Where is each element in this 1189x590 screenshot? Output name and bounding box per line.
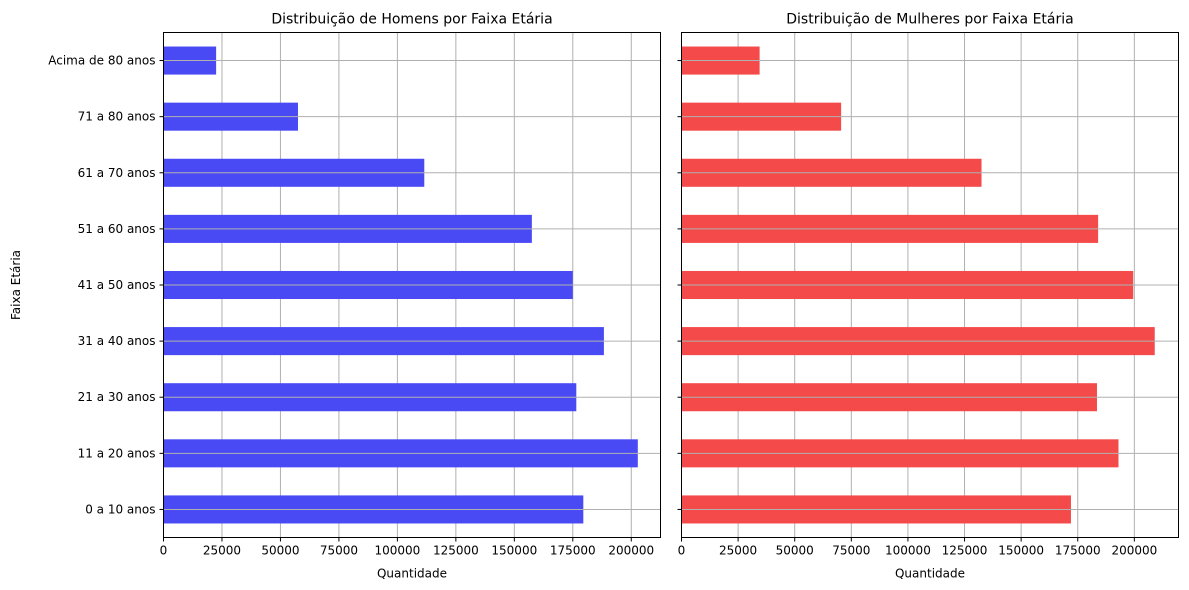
x-tick-label: 25000 bbox=[719, 544, 757, 558]
x-tick-label: 75000 bbox=[832, 544, 870, 558]
x-tick-label: 200000 bbox=[1111, 544, 1157, 558]
x-tick-label: 100000 bbox=[885, 544, 931, 558]
chart-title: Distribuição de Homens por Faixa Etária bbox=[271, 12, 552, 28]
y-tick-label: 11 a 20 anos bbox=[78, 446, 156, 460]
x-tick-label: 0 bbox=[160, 544, 168, 558]
chart-men: 0 25000 50000 75000 100000 125000 150000 175000… bbox=[48, 12, 661, 581]
x-tick-label: 75000 bbox=[320, 544, 358, 558]
x-tick-label: 175000 bbox=[550, 544, 596, 558]
x-tick-label: 150000 bbox=[491, 544, 537, 558]
x-tick-label: 25000 bbox=[203, 544, 241, 558]
x-axis-label: Quantidade bbox=[895, 567, 965, 581]
x-tick-label: 100000 bbox=[374, 544, 420, 558]
x-tick-label: 0 bbox=[678, 544, 686, 558]
x-tick-label: 50000 bbox=[776, 544, 814, 558]
x-tick-label: 125000 bbox=[942, 544, 988, 558]
y-tick-label: 21 a 30 anos bbox=[78, 390, 156, 404]
chart-title: Distribuição de Mulheres por Faixa Etári… bbox=[786, 12, 1073, 28]
y-tick-label: Acima de 80 anos bbox=[48, 54, 155, 68]
x-tick-label: 200000 bbox=[608, 544, 654, 558]
x-axis-label: Quantidade bbox=[377, 567, 447, 581]
x-tick-label: 50000 bbox=[261, 544, 299, 558]
y-tick-label: 41 a 50 anos bbox=[78, 278, 156, 292]
y-tick-label: 31 a 40 anos bbox=[78, 334, 156, 348]
y-tick-label: 61 a 70 anos bbox=[78, 166, 156, 180]
y-tick-label: 0 a 10 anos bbox=[85, 502, 155, 516]
y-tick-label: 51 a 60 anos bbox=[78, 222, 156, 236]
x-tick-label: 175000 bbox=[1055, 544, 1101, 558]
x-tick-label: 150000 bbox=[998, 544, 1044, 558]
y-axis-label: Faixa Etária bbox=[9, 250, 23, 320]
x-tick-label: 125000 bbox=[433, 544, 479, 558]
y-tick-label: 71 a 80 anos bbox=[78, 110, 156, 124]
chart-women: 0 25000 50000 75000 100000 125000 150000 175000… bbox=[677, 12, 1179, 581]
